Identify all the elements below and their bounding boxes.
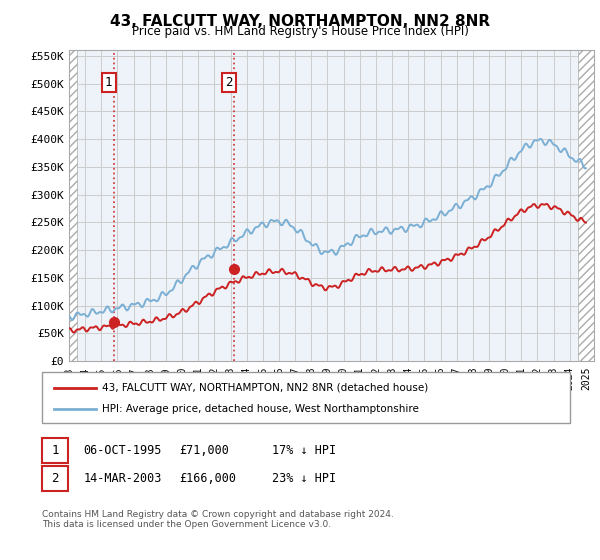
Text: 17% ↓ HPI: 17% ↓ HPI: [272, 444, 337, 458]
Text: 43, FALCUTT WAY, NORTHAMPTON, NN2 8NR (detached house): 43, FALCUTT WAY, NORTHAMPTON, NN2 8NR (d…: [102, 382, 428, 393]
Text: £166,000: £166,000: [179, 472, 236, 486]
Text: Price paid vs. HM Land Registry's House Price Index (HPI): Price paid vs. HM Land Registry's House …: [131, 25, 469, 38]
Text: HPI: Average price, detached house, West Northamptonshire: HPI: Average price, detached house, West…: [102, 404, 419, 414]
Text: 23% ↓ HPI: 23% ↓ HPI: [272, 472, 337, 486]
Text: 1: 1: [105, 76, 112, 89]
Text: 2: 2: [226, 76, 233, 89]
Text: 2: 2: [52, 472, 59, 486]
Text: 06-OCT-1995: 06-OCT-1995: [83, 444, 162, 458]
Text: 1: 1: [52, 444, 59, 458]
Bar: [578, 50, 597, 361]
Bar: [69, 50, 77, 361]
Text: 14-MAR-2003: 14-MAR-2003: [83, 472, 162, 486]
Text: Contains HM Land Registry data © Crown copyright and database right 2024.
This d: Contains HM Land Registry data © Crown c…: [42, 510, 394, 529]
Text: 43, FALCUTT WAY, NORTHAMPTON, NN2 8NR: 43, FALCUTT WAY, NORTHAMPTON, NN2 8NR: [110, 14, 490, 29]
Text: £71,000: £71,000: [179, 444, 229, 458]
